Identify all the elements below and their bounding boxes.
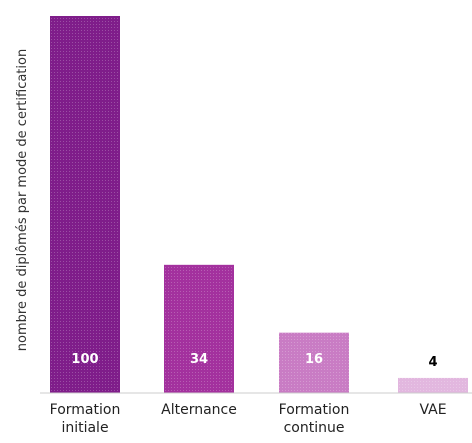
value-labels-group: 100 34 16 4 bbox=[71, 352, 437, 370]
x-tick-label-2-line-1: continue bbox=[284, 420, 345, 436]
x-tick-label-0-line-0: Formation bbox=[50, 402, 121, 418]
bar-texture-1 bbox=[164, 264, 234, 393]
value-label-0: 100 bbox=[71, 352, 98, 367]
x-tick-label-3-line-0: VAE bbox=[419, 402, 446, 418]
y-axis-label: nombre de diplômés par mode de certifica… bbox=[15, 49, 30, 351]
value-label-2: 16 bbox=[305, 352, 323, 367]
x-tick-label-1-line-0: Alternance bbox=[161, 402, 237, 418]
bar-texture-2 bbox=[279, 332, 349, 393]
value-label-3: 4 bbox=[428, 355, 437, 370]
value-label-1: 34 bbox=[190, 352, 208, 367]
bar-texture-3 bbox=[398, 377, 468, 393]
bars-group bbox=[50, 16, 468, 393]
x-labels-group: Formation initiale Alternance Formation cont… bbox=[50, 402, 447, 436]
bar-texture-0 bbox=[50, 16, 120, 393]
x-tick-label-2-line-0: Formation bbox=[279, 402, 350, 418]
x-tick-label-0-line-1: initiale bbox=[61, 420, 108, 436]
